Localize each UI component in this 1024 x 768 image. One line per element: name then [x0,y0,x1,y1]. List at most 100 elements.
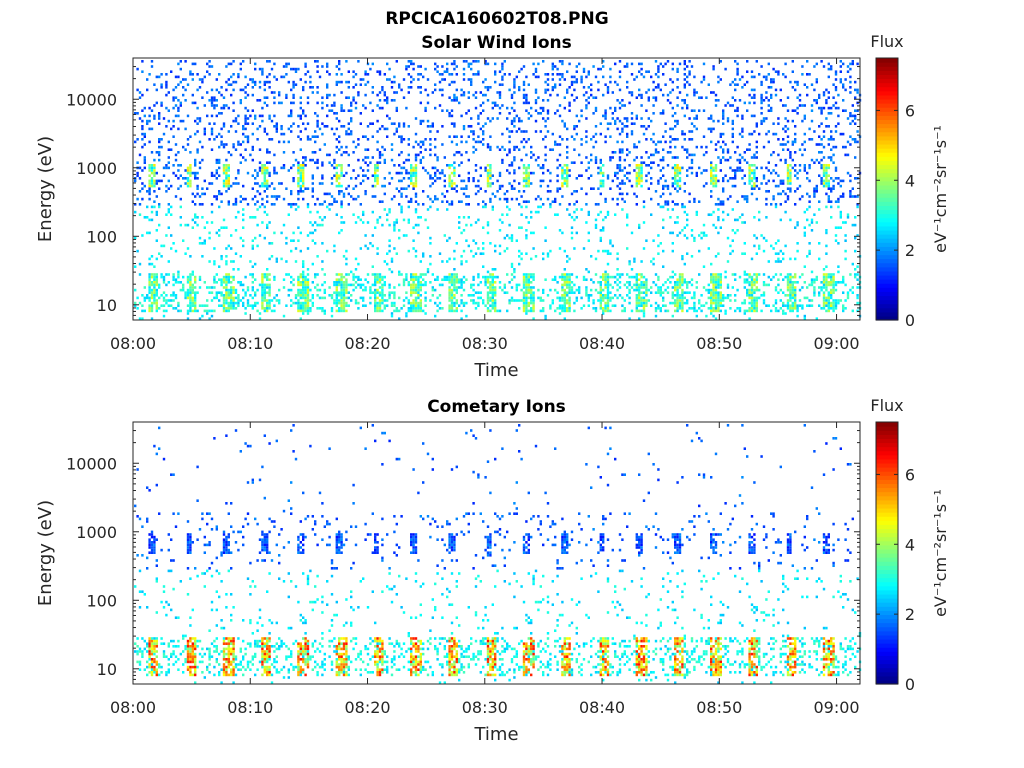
heatmap-cell [573,127,576,131]
heatmap-cell [376,161,379,164]
heatmap-cell [390,148,394,151]
heatmap-cell [522,286,526,289]
heatmap-cell [189,273,192,276]
heatmap-cell [477,135,480,138]
heatmap-cell [472,301,475,305]
heatmap-cell [599,179,602,183]
heatmap-cell [484,283,487,287]
heatmap-cell [422,309,425,313]
heatmap-cell [155,273,158,276]
heatmap-cell [268,304,271,307]
heatmap-cell [618,151,622,154]
heatmap-cell [602,114,605,118]
heatmap-cell [628,164,631,167]
heatmap-cell [150,171,154,175]
heatmap-cell [244,197,247,201]
heatmap-cell [695,114,698,118]
heatmap-cell [414,301,418,305]
heatmap-cell [244,294,247,297]
heatmap-cell [683,226,686,229]
heatmap-cell [153,281,156,284]
heatmap-cell [498,171,502,175]
heatmap-cell [750,171,754,175]
heatmap-cell [414,164,418,167]
heatmap-cell [712,309,715,313]
heatmap-cell [556,93,559,97]
heatmap-cell [525,234,528,237]
heatmap-cell [347,132,350,136]
heatmap-cell [662,187,665,190]
heatmap-cell [297,197,300,201]
heatmap-cell [448,177,451,180]
heatmap-cell [254,262,257,266]
heatmap-cell [722,296,725,300]
heatmap-cell [460,286,463,289]
heatmap-cell [498,244,502,248]
heatmap-cell [292,278,295,281]
heatmap-cell [249,273,252,276]
heatmap-cell [340,273,343,276]
heatmap-cell [503,197,506,201]
heatmap-cell [671,88,674,92]
heatmap-cell [510,122,514,125]
heatmap-cell [707,83,710,86]
heatmap-cell [222,286,226,289]
heatmap-cell [419,119,422,123]
heatmap-cell [302,309,305,313]
heatmap-cell [702,135,706,138]
heatmap-cell [398,273,401,276]
heatmap-cell [527,164,530,167]
heatmap-cell [198,86,202,89]
heatmap-cell [741,117,744,120]
heatmap-cell [594,226,598,229]
heatmap-cell [676,278,679,281]
heatmap-cell [568,203,571,206]
heatmap-cell [441,125,444,128]
heatmap-cell [189,164,192,167]
heatmap-cell [412,286,415,289]
heatmap-cell [448,296,451,300]
heatmap-cell [338,140,341,144]
heatmap-cell [491,301,494,305]
heatmap-cell [669,145,672,149]
heatmap-cell [662,135,665,138]
heatmap-cell [230,93,233,97]
heatmap-cell [566,70,569,73]
heatmap-cell [486,62,490,66]
heatmap-cell [302,278,305,281]
heatmap-cell [287,140,290,144]
heatmap-cell [347,86,350,89]
heatmap-cell [292,151,295,154]
heatmap-cell [532,296,535,300]
heatmap-cell [556,109,559,112]
heatmap-cell [722,117,725,120]
heatmap-cell [465,203,468,206]
heatmap-cell [287,62,290,66]
heatmap-cell [671,200,674,203]
heatmap-cell [270,67,274,71]
heatmap-cell [604,109,607,112]
heatmap-cell [623,283,626,287]
heatmap-cell [165,106,168,110]
heatmap-cell [282,75,286,79]
heatmap-cell [242,226,245,229]
heatmap-cell [165,125,168,128]
heatmap-cell [491,275,494,279]
heatmap-cell [491,208,494,211]
heatmap-cell [302,179,305,183]
heatmap-cell [676,67,679,71]
heatmap-cell [294,158,298,162]
heatmap-cell [755,273,758,276]
heatmap-cell [278,301,281,305]
heatmap-cell [729,252,732,255]
heatmap-cell [412,226,415,229]
heatmap-cell [227,164,230,167]
heatmap-cell [606,213,610,216]
heatmap-cell [213,278,216,281]
heatmap-cell [537,75,540,79]
heatmap-cell [299,164,302,167]
heatmap-cell [136,138,139,141]
heatmap-cell [597,67,600,71]
heatmap-cell [690,138,694,141]
heatmap-cell [345,132,348,136]
